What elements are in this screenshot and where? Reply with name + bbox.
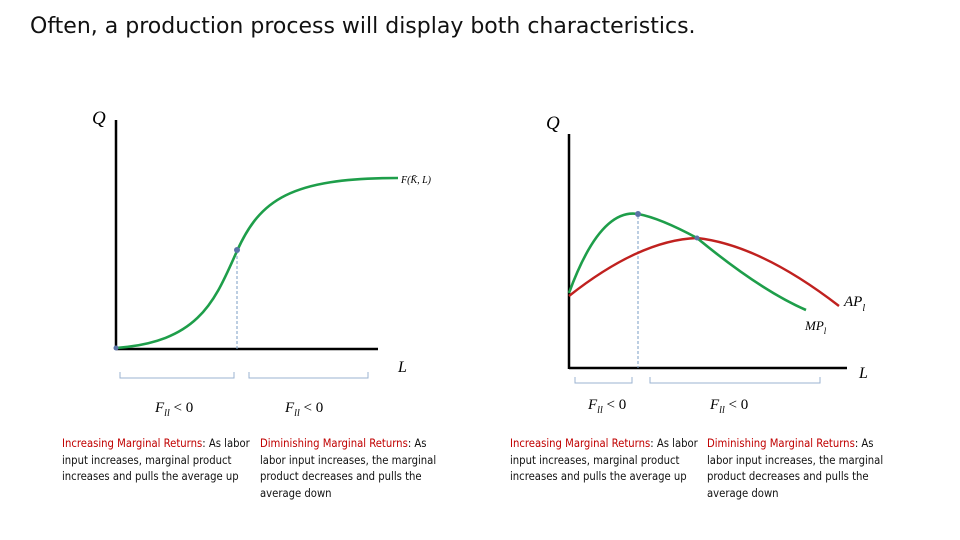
right-graph: Q L APl MPl Fll < 0 Fll < 0 — [546, 113, 868, 416]
caption-diminishing-right: Diminishing Marginal Returns: As labor i… — [707, 436, 897, 502]
caption-diminishing-left: Diminishing Marginal Returns: As labor i… — [260, 436, 450, 502]
mp-curve-label: MPl — [804, 318, 827, 336]
left-increasing-bracket — [119, 372, 235, 379]
average-product-curve — [568, 236, 840, 307]
caption-body: : As labor input increases, the marginal… — [260, 437, 437, 500]
caption-body: : As labor input increases, marginal pro… — [510, 437, 698, 483]
left-region-label-diminishing: Fll < 0 — [284, 400, 323, 419]
caption-increasing-left: Increasing Marginal Returns: As labor in… — [62, 436, 252, 486]
total-product-curve-label: F(K̄, L) — [400, 174, 432, 186]
left-y-axis-label: Q — [92, 108, 106, 129]
caption-heading: Diminishing Marginal Returns — [707, 437, 855, 450]
caption-heading: Increasing Marginal Returns — [510, 437, 651, 450]
total-product-curve — [115, 176, 399, 350]
caption-body: : As labor input increases, the marginal… — [707, 437, 884, 500]
inflection-point — [234, 247, 240, 253]
mp-ap-intersection-point — [694, 235, 700, 241]
marginal-product-curve — [567, 212, 807, 312]
caption-heading: Diminishing Marginal Returns — [260, 437, 408, 450]
slide-title: Often, a production process will display… — [30, 14, 696, 39]
right-increasing-bracket — [574, 377, 633, 384]
left-diminishing-bracket — [248, 372, 369, 379]
right-y-axis-label: Q — [546, 113, 560, 134]
ap-curve-label: APl — [843, 294, 865, 314]
mp-maximum-point — [635, 211, 641, 217]
right-region-label-diminishing: Fll < 0 — [709, 397, 748, 416]
left-origin-point — [113, 345, 119, 351]
caption-heading: Increasing Marginal Returns — [62, 437, 203, 450]
caption-increasing-right: Increasing Marginal Returns: As labor in… — [510, 436, 700, 486]
right-diminishing-bracket — [649, 377, 821, 384]
left-region-label-increasing: Fll < 0 — [154, 400, 193, 419]
right-x-axis-label: L — [858, 365, 868, 382]
left-graph: Q L F(K̄, L) Fll < 0 Fll < 0 — [92, 108, 432, 419]
caption-body: : As labor input increases, marginal pro… — [62, 437, 250, 483]
right-region-label-increasing: Fll < 0 — [587, 397, 626, 416]
left-x-axis-label: L — [397, 359, 407, 376]
